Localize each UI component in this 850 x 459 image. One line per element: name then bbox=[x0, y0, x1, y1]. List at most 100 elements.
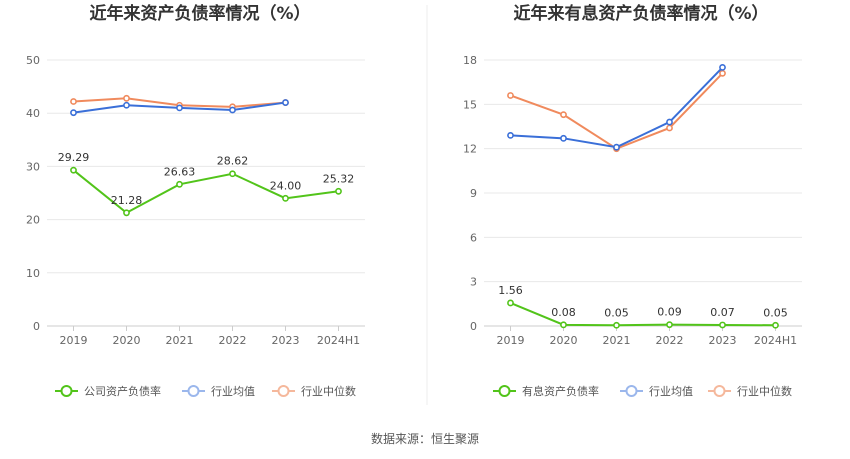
data-point[interactable] bbox=[229, 170, 236, 178]
data-point[interactable] bbox=[70, 109, 77, 117]
legend-item-industry-median[interactable]: 行业中位数 bbox=[272, 384, 356, 398]
data-point[interactable] bbox=[719, 63, 726, 71]
data-point[interactable] bbox=[560, 111, 567, 119]
x-tick-label: 2019 bbox=[497, 334, 525, 347]
chart-title: 近年来有息资产负债率情况（%） bbox=[513, 3, 768, 24]
data-label: 28.62 bbox=[217, 155, 249, 168]
data-point[interactable] bbox=[719, 69, 726, 77]
company-series: 1.56 0.08 0.05 0.09 0.07 0.05 bbox=[498, 284, 788, 329]
data-label: 1.56 bbox=[498, 284, 523, 297]
industry-median-series bbox=[507, 69, 726, 153]
legend-label: 行业中位数 bbox=[301, 384, 356, 398]
data-point[interactable] bbox=[123, 209, 130, 217]
chart-interest-debt-ratio: 近年来有息资产负债率情况（%） 0 3 6 9 12 15 18 2019 2020 2021 20… bbox=[463, 3, 802, 398]
data-point[interactable] bbox=[335, 187, 342, 195]
data-point[interactable] bbox=[70, 166, 77, 174]
data-label: 0.09 bbox=[657, 306, 682, 319]
x-tick-label: 2021 bbox=[603, 334, 631, 347]
y-tick-label: 10 bbox=[26, 267, 40, 280]
legend: 有息资产负债率 行业均值 行业中位数 bbox=[493, 384, 792, 398]
data-label: 29.29 bbox=[58, 151, 90, 164]
data-point[interactable] bbox=[282, 194, 289, 202]
legend-item-industry-mean[interactable]: 行业均值 bbox=[182, 385, 255, 398]
plot-area: 0 10 20 30 40 50 2019 2020 2021 2022 2023 2024H1 29.… bbox=[26, 54, 365, 347]
y-tick-label: 12 bbox=[463, 143, 477, 156]
data-point[interactable] bbox=[719, 321, 726, 329]
data-point[interactable] bbox=[507, 92, 514, 99]
legend-item-industry-median[interactable]: 行业中位数 bbox=[708, 384, 792, 398]
data-point[interactable] bbox=[560, 321, 567, 329]
y-tick-label: 50 bbox=[26, 54, 40, 67]
data-point[interactable] bbox=[282, 99, 289, 106]
legend-item-interest-debt[interactable]: 有息资产负债率 bbox=[493, 384, 599, 398]
y-tick-label: 6 bbox=[470, 231, 477, 244]
data-point[interactable] bbox=[176, 104, 183, 112]
data-point[interactable] bbox=[666, 118, 673, 126]
data-label: 0.05 bbox=[763, 306, 788, 319]
plot-area: 0 3 6 9 12 15 18 2019 2020 2021 2022 2023 2024H1 1.56… bbox=[463, 54, 802, 347]
data-label: 24.00 bbox=[270, 179, 302, 192]
data-point[interactable] bbox=[613, 143, 620, 151]
data-point[interactable] bbox=[772, 321, 779, 329]
legend-label: 公司资产负债率 bbox=[84, 384, 161, 398]
data-label: 0.08 bbox=[551, 306, 576, 319]
legend-marker-icon bbox=[277, 385, 290, 397]
x-tick-label: 2020 bbox=[113, 334, 141, 347]
data-point[interactable] bbox=[613, 321, 620, 329]
data-point[interactable] bbox=[507, 299, 514, 307]
data-label: 21.28 bbox=[111, 194, 143, 207]
y-tick-label: 15 bbox=[463, 98, 477, 111]
series-line bbox=[510, 302, 776, 327]
y-tick-label: 40 bbox=[26, 107, 40, 120]
x-tick-label: 2023 bbox=[272, 334, 300, 347]
x-tick-label: 2021 bbox=[166, 334, 194, 347]
data-label: 26.63 bbox=[164, 165, 196, 178]
x-tick-label: 2024H1 bbox=[317, 334, 360, 347]
x-tick-label: 2019 bbox=[60, 334, 88, 347]
legend-marker-icon bbox=[498, 385, 511, 397]
legend-item-company[interactable]: 公司资产负债率 bbox=[55, 384, 161, 398]
y-tick-label: 18 bbox=[463, 54, 477, 67]
x-tick-label: 2022 bbox=[656, 334, 684, 347]
legend-label: 有息资产负债率 bbox=[522, 384, 599, 398]
data-point[interactable] bbox=[560, 134, 567, 142]
data-source: 数据来源：恒生聚源 bbox=[371, 431, 479, 446]
legend-label: 行业中位数 bbox=[737, 384, 792, 398]
chart-debt-ratio: 近年来资产负债率情况（%） 0 10 20 30 40 50 2019 2020 2021 202… bbox=[26, 3, 365, 398]
y-tick-label: 30 bbox=[26, 160, 40, 173]
legend-label: 行业均值 bbox=[649, 385, 693, 398]
data-point[interactable] bbox=[666, 321, 673, 329]
y-tick-label: 0 bbox=[470, 320, 477, 333]
x-tick-label: 2022 bbox=[219, 334, 247, 347]
data-point[interactable] bbox=[229, 106, 236, 114]
legend: 公司资产负债率 行业均值 行业中位数 bbox=[55, 384, 356, 398]
data-label: 0.05 bbox=[604, 306, 629, 319]
x-tick-label: 2024H1 bbox=[754, 334, 797, 347]
y-tick-label: 3 bbox=[470, 276, 477, 289]
legend-marker-icon bbox=[187, 385, 200, 397]
data-point[interactable] bbox=[123, 94, 130, 102]
legend-marker-icon bbox=[60, 385, 73, 397]
legend-marker-icon bbox=[713, 385, 726, 397]
y-tick-label: 0 bbox=[33, 320, 40, 333]
data-label: 25.32 bbox=[323, 172, 355, 185]
data-point[interactable] bbox=[176, 180, 183, 188]
y-tick-label: 20 bbox=[26, 214, 40, 227]
legend-marker-icon bbox=[625, 385, 638, 397]
data-label: 0.07 bbox=[710, 306, 735, 319]
industry-mean-series bbox=[70, 99, 289, 117]
series-line bbox=[72, 169, 339, 214]
legend-item-industry-mean[interactable]: 行业均值 bbox=[620, 385, 693, 398]
data-point[interactable] bbox=[507, 131, 514, 139]
x-tick-label: 2023 bbox=[709, 334, 737, 347]
data-point[interactable] bbox=[123, 101, 130, 109]
company-series: 29.29 21.28 26.63 28.62 24.00 25.32 bbox=[58, 151, 355, 217]
data-point[interactable] bbox=[666, 124, 673, 132]
legend-label: 行业均值 bbox=[211, 385, 255, 398]
data-point[interactable] bbox=[70, 98, 77, 105]
x-tick-label: 2020 bbox=[550, 334, 578, 347]
chart-title: 近年来资产负债率情况（%） bbox=[89, 3, 310, 24]
y-tick-label: 9 bbox=[470, 187, 477, 200]
